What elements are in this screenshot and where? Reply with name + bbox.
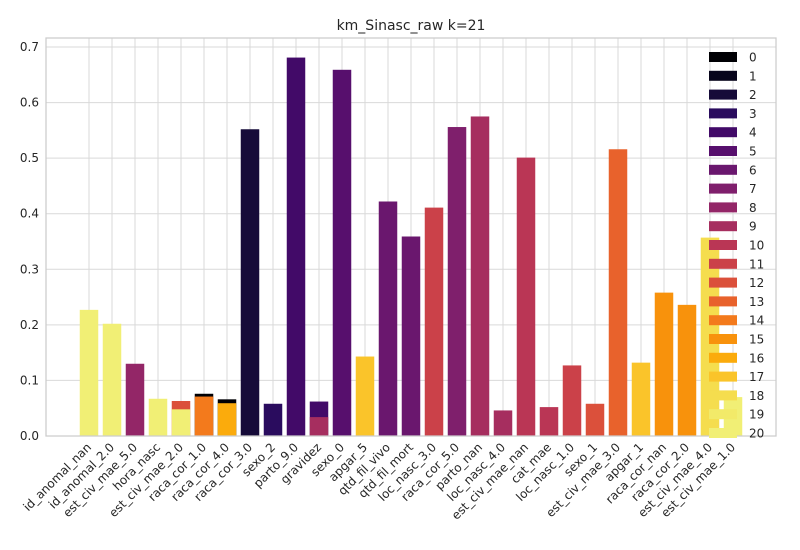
legend-label-12: 12 — [749, 276, 764, 290]
axes-frame — [45, 37, 777, 437]
legend-swatch-2 — [709, 89, 737, 100]
bar-raca_cor_2.0-cluster-15 — [677, 304, 697, 436]
y-axis-ticks: 0.0 0.1 0.2 0.3 0.4 0.5 0.6 0.7 — [20, 40, 39, 443]
legend-swatch-0 — [709, 52, 737, 62]
y-tick-label: 0.4 — [20, 207, 39, 221]
legend-swatch-15 — [709, 334, 737, 344]
y-tick-label: 0.1 — [20, 373, 39, 387]
legend-swatch-17 — [709, 371, 737, 382]
bar-raca_cor_nan-cluster-15 — [654, 292, 674, 436]
legend-swatch-14 — [709, 315, 737, 326]
bar-parto_nan-cluster-9 — [470, 116, 490, 436]
legend-swatch-11 — [709, 258, 737, 269]
bar-parto_9.0-cluster-4 — [286, 57, 306, 436]
legend-label-2: 2 — [749, 88, 757, 102]
legend-swatch-20 — [709, 428, 737, 438]
bar-est_civ_mae_5.0-cluster-8 — [125, 363, 145, 436]
bar-qtd_fil_mort-cluster-6 — [401, 236, 421, 436]
legend-label-5: 5 — [749, 145, 757, 159]
legend-label-18: 18 — [749, 389, 764, 403]
legend-label-11: 11 — [749, 257, 764, 271]
bar-raca_cor_5.0-cluster-7 — [447, 127, 467, 437]
legend-label-20: 20 — [749, 427, 764, 441]
legend-label-14: 14 — [749, 314, 764, 328]
bar-est_civ_mae_nan-cluster-10 — [516, 157, 536, 436]
legend-swatch-4 — [709, 127, 737, 138]
bar-loc_nasc_3.0-cluster-11 — [424, 207, 444, 436]
bar-sexo_1-cluster-12 — [585, 403, 605, 436]
legend-swatch-7 — [709, 183, 737, 194]
legend-swatch-12 — [709, 277, 737, 288]
legend-label-8: 8 — [749, 201, 757, 215]
bar-raca_cor_4.0-cluster-16 — [217, 403, 237, 436]
legend-swatch-9 — [709, 221, 737, 232]
bar-id_anomal_2.0-cluster-20 — [102, 323, 122, 436]
bar-hora_nasc-cluster-20 — [148, 398, 168, 436]
bar-raca_cor_1.0-cluster-14 — [194, 396, 214, 436]
legend-label-13: 13 — [749, 295, 764, 309]
bar-apgar_5-cluster-17 — [355, 356, 375, 436]
legend-swatch-3 — [709, 108, 737, 119]
bar-gravidez-cluster-9 — [309, 417, 329, 436]
legend-label-9: 9 — [749, 220, 757, 234]
legend-label-10: 10 — [749, 239, 764, 253]
legend-swatch-8 — [709, 202, 737, 213]
legend-swatch-13 — [709, 296, 737, 307]
y-tick-label: 0.3 — [20, 262, 39, 276]
bar-id_anomal_nan-cluster-20 — [79, 309, 99, 436]
legend-swatch-6 — [709, 164, 737, 175]
legend-label-7: 7 — [749, 182, 757, 196]
legend-label-16: 16 — [749, 351, 764, 365]
legend-swatch-18 — [709, 390, 737, 401]
y-tick-label: 0.6 — [20, 96, 39, 110]
legend-label-6: 6 — [749, 163, 757, 177]
y-tick-label: 0.0 — [20, 429, 39, 443]
bar-cat_mae-cluster-10 — [539, 407, 559, 436]
legend-swatch-1 — [709, 70, 737, 81]
legend-label-19: 19 — [749, 408, 764, 422]
bar-qtd_fil_vivo-cluster-6 — [378, 201, 398, 436]
y-tick-label: 0.5 — [20, 151, 39, 165]
bar-apgar_1-cluster-17 — [631, 362, 651, 436]
bar-sexo_2-cluster-3 — [263, 403, 283, 436]
legend-label-0: 0 — [749, 51, 757, 65]
bar-est_civ_mae_3.0-cluster-13 — [608, 149, 628, 437]
legend-swatch-10 — [709, 240, 737, 250]
legend-swatch-5 — [709, 146, 737, 156]
y-tick-label: 0.2 — [20, 318, 39, 332]
legend-label-17: 17 — [749, 370, 764, 384]
bar-est_civ_mae_2.0-cluster-20 — [171, 409, 191, 436]
legend-label-4: 4 — [749, 126, 757, 140]
legend-label-15: 15 — [749, 333, 764, 347]
legend-swatch-19 — [709, 409, 737, 420]
bar-raca_cor_3.0-cluster-2 — [240, 129, 260, 436]
bar-loc_nasc_4.0-cluster-9 — [493, 410, 513, 436]
legend-swatch-16 — [709, 352, 737, 363]
chart-title: km_Sinasc_raw k=21 — [337, 18, 486, 34]
y-tick-label: 0.7 — [20, 40, 39, 54]
legend-label-1: 1 — [749, 69, 757, 83]
legend-label-3: 3 — [749, 107, 757, 121]
bar-sexo_0-cluster-5 — [332, 69, 352, 436]
bar-loc_nasc_1.0-cluster-11 — [562, 365, 582, 436]
